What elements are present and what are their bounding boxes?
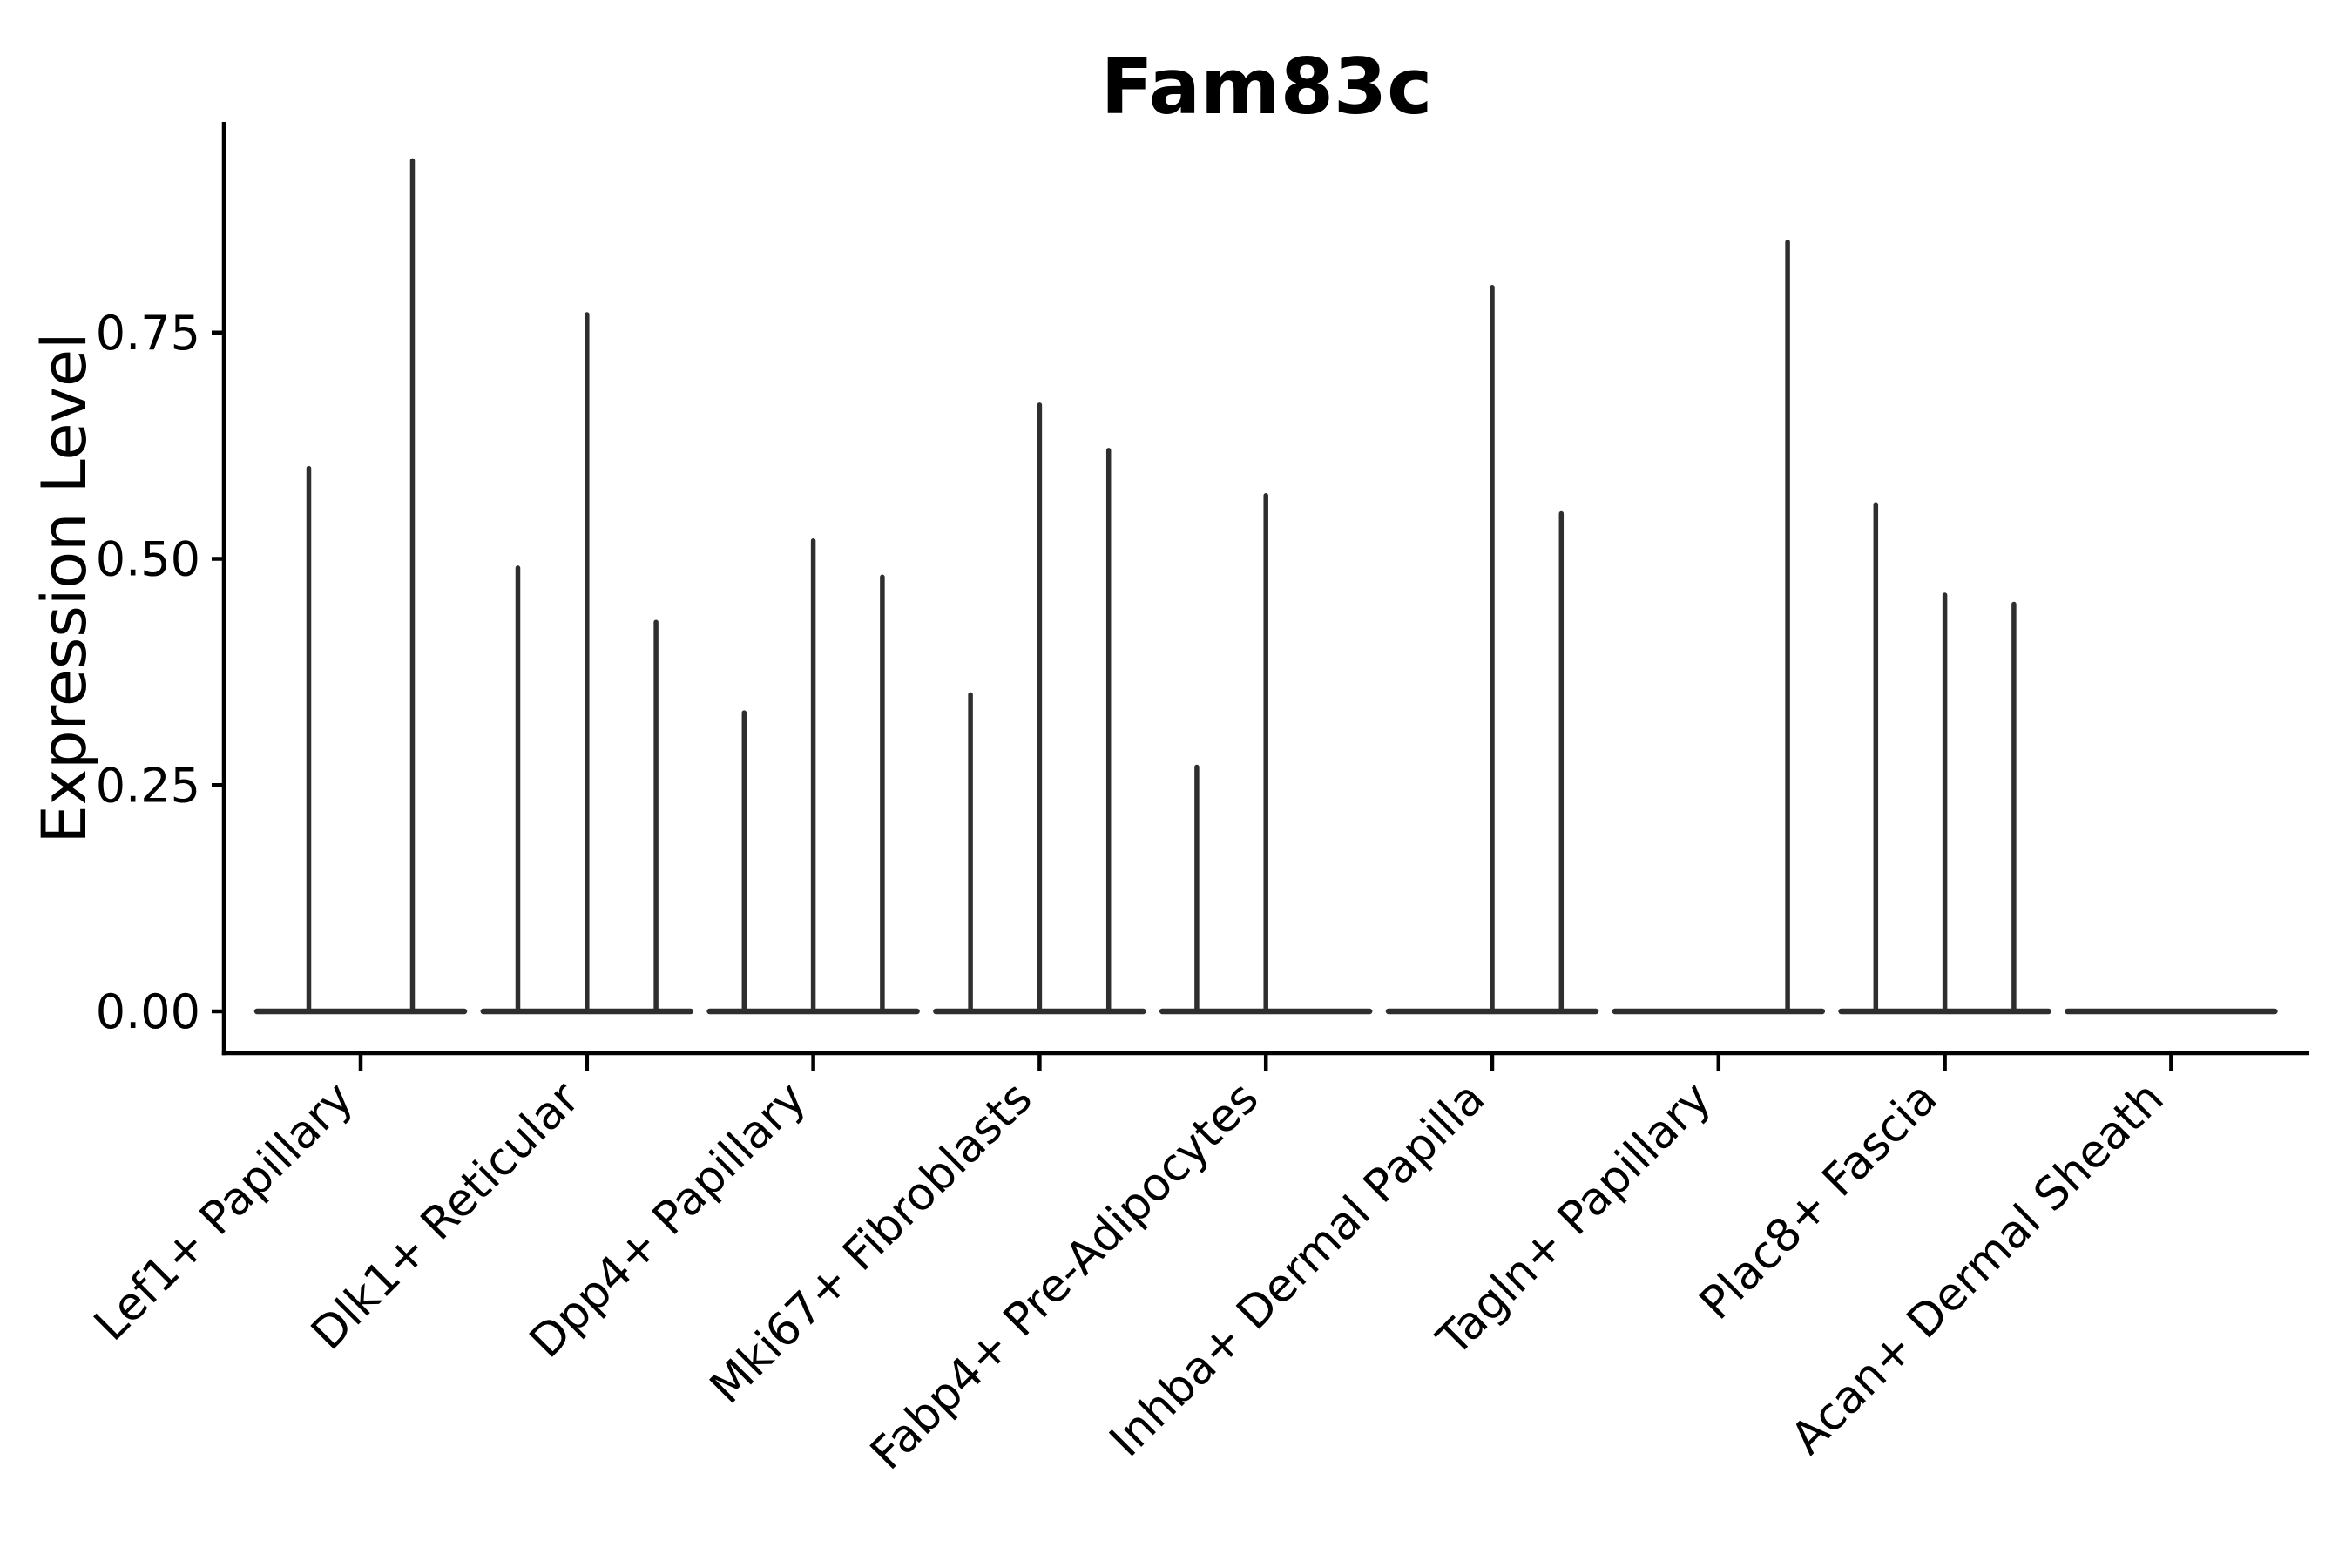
- y-tick-label: 0.75: [96, 306, 200, 361]
- y-ticks-layer: 0.00 0.25 0.50 0.75: [96, 306, 224, 1039]
- x-tick-label: Inhba+ Dermal Papilla: [1100, 1072, 1495, 1467]
- violins-layer: [253, 158, 2278, 1015]
- y-axis-title: Expression Level: [29, 332, 100, 843]
- x-tick-label: Plac8+ Fascia: [1690, 1072, 1948, 1330]
- x-tick-label: Fabp4+ Pre-Adipocytes: [861, 1072, 1268, 1480]
- y-tick-label: 0.50: [96, 532, 200, 587]
- y-tick-label: 0.25: [96, 758, 200, 813]
- x-tick-label: Acan+ Dermal Sheath: [1781, 1072, 2174, 1465]
- y-tick-label: 0.00: [96, 984, 200, 1039]
- chart-title: Fam83c: [1101, 42, 1433, 132]
